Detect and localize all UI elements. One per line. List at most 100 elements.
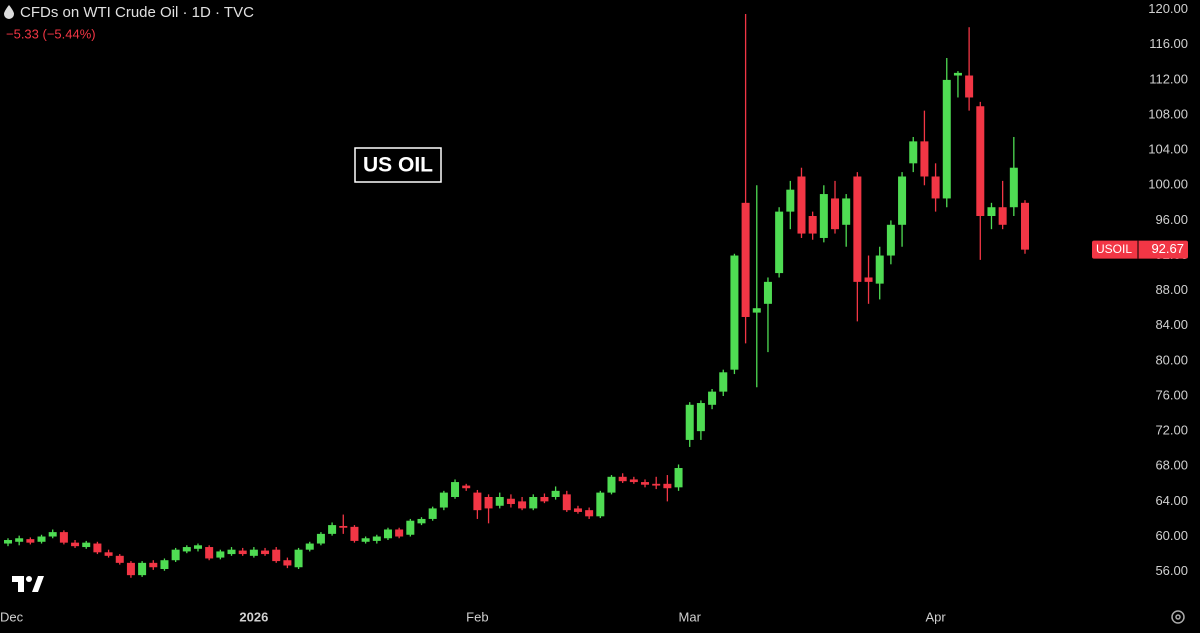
candle-body <box>305 543 314 550</box>
y-tick-label: 84.00 <box>1155 317 1188 332</box>
y-tick-label: 96.00 <box>1155 212 1188 227</box>
candle <box>696 400 705 440</box>
y-tick-label: 56.00 <box>1155 563 1188 578</box>
candle <box>115 554 124 565</box>
candle <box>495 492 504 509</box>
candle-body <box>417 518 426 524</box>
candle <box>37 534 46 544</box>
candle-body <box>59 532 68 543</box>
candle <box>395 527 404 539</box>
candle <box>1009 136 1018 217</box>
candle-body <box>395 529 404 537</box>
candle-body <box>283 560 292 566</box>
candle-body <box>674 468 683 488</box>
candle <box>339 514 348 534</box>
settings-icon-center <box>1175 614 1181 620</box>
candle <box>942 57 951 208</box>
candle-body <box>607 476 616 493</box>
logo-part <box>12 576 24 592</box>
candle <box>965 27 974 111</box>
candle <box>886 220 895 265</box>
candle <box>428 506 437 521</box>
candle-body <box>249 549 258 556</box>
candle-body <box>641 482 650 485</box>
candle <box>562 490 571 512</box>
candle <box>506 494 515 508</box>
candle <box>663 475 672 502</box>
candle <box>842 194 851 247</box>
candle-body <box>71 542 80 547</box>
candle <box>26 537 35 545</box>
candle <box>283 557 292 569</box>
y-tick-label: 68.00 <box>1155 458 1188 473</box>
candle <box>540 493 549 504</box>
candle-body <box>931 176 940 199</box>
candle-body <box>763 281 772 304</box>
candle-body <box>428 508 437 519</box>
candle <box>305 541 314 552</box>
candle-body <box>965 75 974 98</box>
candle-body <box>383 529 392 539</box>
candle-body <box>808 216 817 234</box>
candle-body <box>831 198 840 230</box>
candle-body <box>540 496 549 502</box>
logo-part <box>26 576 32 582</box>
y-tick-label: 108.00 <box>1148 106 1188 121</box>
candle-body <box>316 533 325 544</box>
candle <box>652 476 661 490</box>
candle <box>853 172 862 322</box>
candle-body <box>193 545 202 549</box>
candle <box>82 540 91 549</box>
candle <box>193 543 202 552</box>
candle-body <box>518 501 527 509</box>
candle <box>1021 200 1029 254</box>
x-tick-label: Dec <box>0 609 24 624</box>
candle-body <box>652 483 661 486</box>
candle-body <box>26 539 35 543</box>
candle-body <box>406 520 415 535</box>
candle-body <box>529 496 538 509</box>
candle <box>205 545 214 561</box>
candle-body <box>842 198 851 225</box>
x-tick-label: Mar <box>679 609 702 624</box>
candle <box>15 535 24 546</box>
x-tick-label: Feb <box>466 609 488 624</box>
candle <box>261 547 270 556</box>
candle-body <box>573 508 582 512</box>
y-tick-label: 72.00 <box>1155 423 1188 438</box>
candle <box>708 388 717 410</box>
candle <box>864 255 873 304</box>
candle <box>350 525 359 543</box>
candle-body <box>920 141 929 177</box>
candle <box>529 494 538 511</box>
candle <box>641 479 650 488</box>
candle <box>898 172 907 247</box>
candle <box>875 246 884 300</box>
candle-body <box>115 555 124 563</box>
candle-body <box>294 549 303 568</box>
candle-body <box>451 482 460 497</box>
candle-body <box>4 540 12 544</box>
candle <box>138 561 147 577</box>
candle-body <box>797 176 806 234</box>
candle-body <box>663 483 672 489</box>
candle <box>831 180 840 234</box>
candle-body <box>864 277 873 282</box>
settings-icon[interactable] <box>1171 610 1185 624</box>
candle <box>216 549 225 560</box>
candle <box>294 547 303 569</box>
candle <box>372 534 381 544</box>
y-tick-label: 116.00 <box>1149 36 1188 51</box>
y-tick-label: 112.00 <box>1149 71 1188 86</box>
candle-body <box>752 308 761 313</box>
candle-body <box>272 549 281 562</box>
candle <box>4 538 12 547</box>
candle <box>953 71 962 98</box>
y-tick-label: 60.00 <box>1155 528 1188 543</box>
candle <box>406 518 415 537</box>
candle <box>797 167 806 238</box>
y-tick-label: 88.00 <box>1155 282 1188 297</box>
candle <box>585 507 594 519</box>
candle <box>909 136 918 173</box>
